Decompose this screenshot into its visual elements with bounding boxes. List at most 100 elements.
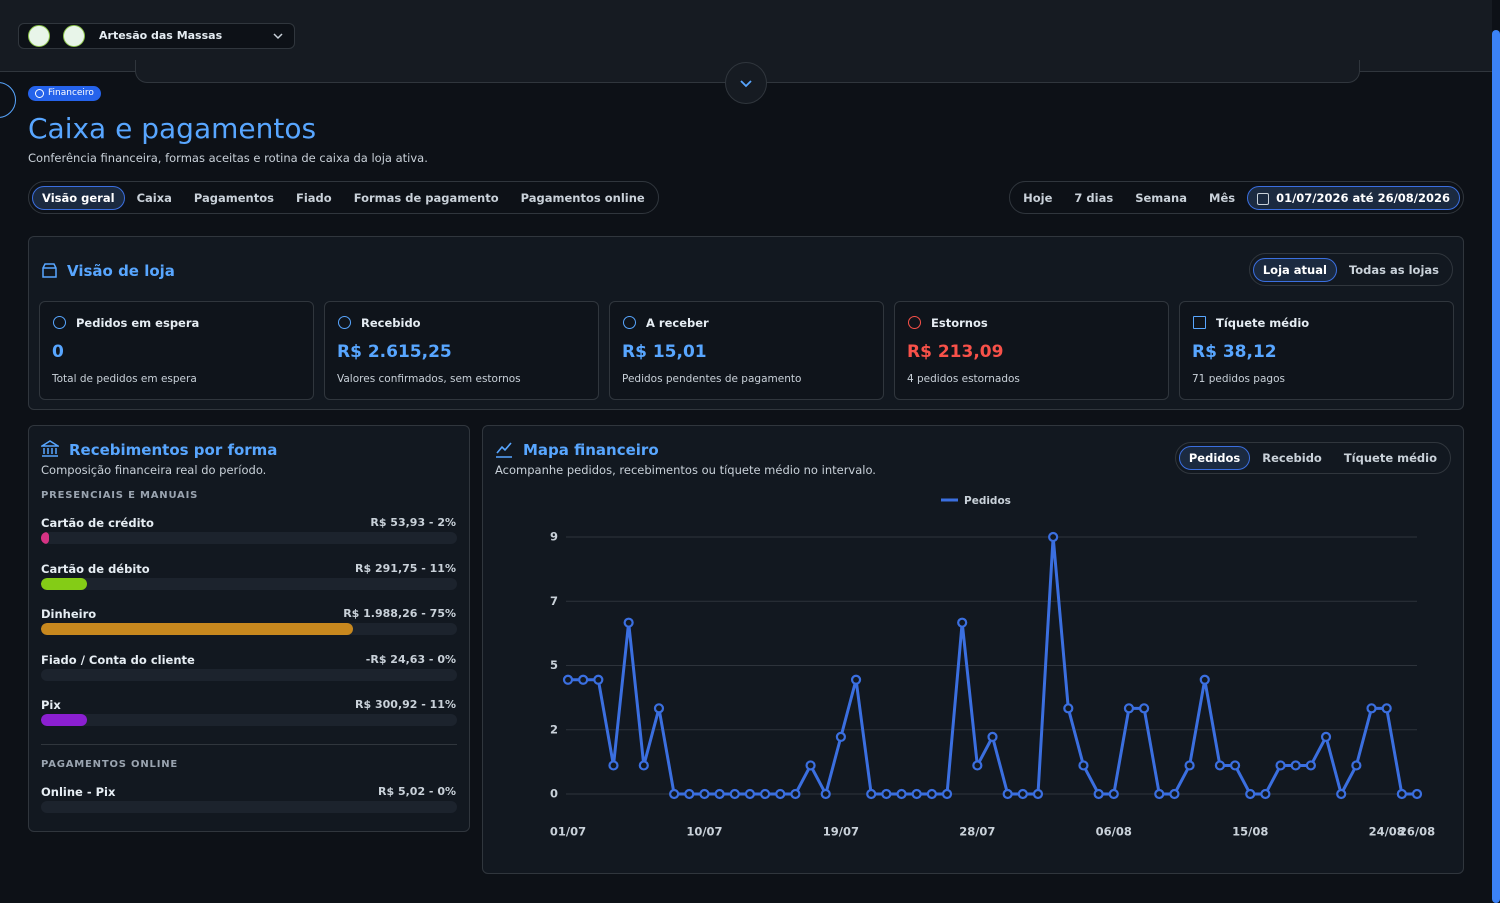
card-label: Estornos: [931, 316, 988, 330]
data-point: [669, 788, 680, 800]
method-amount: R$ 53,93 - 2%: [370, 516, 456, 529]
card-note: 71 pedidos pagos: [1192, 373, 1285, 385]
tab[interactable]: Visão geral: [32, 185, 125, 210]
card-value: R$ 213,09: [907, 342, 1004, 362]
store-icon: [28, 25, 50, 47]
status-icon: [63, 25, 85, 47]
share-bar: [41, 532, 50, 544]
metric-toggle: Pedidos Recebido Tíquete médio: [1174, 442, 1451, 474]
collapse-button[interactable]: [725, 62, 767, 104]
tab[interactable]: Hoje: [1023, 190, 1053, 205]
badge-icon: [35, 89, 44, 98]
data-point: [653, 703, 665, 714]
tab[interactable]: Fiado: [295, 190, 332, 205]
chart-panel: Mapa financeiro Acompanhe pedidos, receb…: [482, 425, 1464, 874]
share-track: [41, 623, 457, 635]
tab[interactable]: Loja atual: [1252, 257, 1337, 282]
scrollbar: [1492, 30, 1500, 903]
card-icon: [623, 316, 636, 329]
card-note: 4 pedidos estornados: [907, 373, 1020, 385]
method-name: Online - Pix: [41, 784, 116, 799]
card-note: Pedidos pendentes de pagamento: [622, 373, 802, 385]
data-point: [866, 788, 877, 800]
data-point: [835, 731, 846, 742]
tab[interactable]: Mês: [1209, 190, 1236, 205]
tab[interactable]: Pagamentos online: [520, 190, 645, 205]
card-label: Tíquete médio: [1216, 316, 1310, 330]
tab[interactable]: Recebido: [1262, 451, 1322, 465]
data-point: [1154, 788, 1165, 800]
data-point: [1078, 760, 1089, 771]
card-icon: [338, 316, 351, 329]
share-track: [41, 532, 457, 544]
data-point: [714, 788, 725, 800]
data-point: [911, 788, 922, 800]
badge-text: Financeiro: [48, 88, 94, 98]
group-heading: PRESENCIAIS E MANUAIS: [41, 490, 199, 501]
data-point: [972, 760, 983, 771]
method-name: Cartão de crédito: [41, 516, 154, 530]
badge: Financeiro: [28, 86, 101, 101]
method-amount: R$ 291,75 - 11%: [355, 561, 456, 575]
x-tick-label: 06/08: [1096, 825, 1132, 839]
tab[interactable]: Semana: [1135, 190, 1187, 205]
x-tick-label: 01/07: [550, 825, 586, 839]
tab[interactable]: Todas as lojas: [1348, 262, 1439, 277]
date-range[interactable]: 01/07/2026 até 26/08/2026: [1247, 185, 1460, 210]
card-label: Recebido: [361, 316, 421, 330]
data-point: [896, 788, 907, 800]
card-value: R$ 38,12: [1192, 342, 1277, 362]
tabs: Visão geral Caixa Pagamentos Fiado Formas de…: [28, 181, 659, 214]
tab[interactable]: Caixa: [136, 190, 172, 205]
card-note: Total de pedidos em espera: [52, 373, 197, 385]
data-point: [1063, 703, 1074, 714]
data-point: [1320, 731, 1332, 742]
method-name: Dinheiro: [41, 607, 97, 621]
x-tick-label: 15/08: [1232, 825, 1268, 839]
share-bar: [41, 577, 87, 590]
share-track: [41, 577, 457, 590]
card-label: A receber: [646, 316, 709, 330]
store-select[interactable]: Artesão das Massas: [18, 23, 295, 49]
data-point: [820, 788, 831, 800]
method-name: Cartão de débito: [41, 561, 150, 576]
stat-card: Estornos R$ 213,09 4 pedidos estornados: [894, 301, 1169, 400]
x-tick-label: 28/07: [959, 825, 995, 839]
bank-icon: [41, 440, 59, 457]
data-point: [1396, 788, 1407, 800]
sidebar-toggle[interactable]: [0, 82, 16, 118]
tab[interactable]: Formas de pagamento: [353, 190, 499, 205]
stat-card: A receber R$ 15,01 Pedidos pendentes de pa…: [609, 301, 884, 400]
y-tick-label: 0: [550, 787, 558, 801]
data-point: [850, 674, 862, 685]
tab[interactable]: Pagamentos: [193, 190, 274, 205]
tab[interactable]: 7 dias: [1074, 190, 1114, 205]
stat-card: Tíquete médio R$ 38,12 71 pedidos pagos: [1179, 301, 1454, 400]
data-point: [608, 760, 619, 771]
group-heading: PAGAMENTOS ONLINE: [41, 758, 179, 770]
chart: 0 2 5 7 9 01/07 10/07 19/07 28/07 06/08 15/08 24/08…: [550, 495, 1435, 839]
x-tick-label: 19/07: [823, 825, 859, 839]
chevron: [273, 33, 283, 40]
store-toggle: Loja atual Todas as lojas: [1248, 253, 1453, 286]
data-point: [987, 731, 998, 742]
data-point: [729, 788, 740, 800]
x-tick-label: 10/07: [686, 825, 722, 839]
tab[interactable]: Pedidos: [1178, 446, 1251, 470]
data-point: [805, 760, 816, 771]
method-name: Pix: [41, 698, 61, 712]
data-point: [1184, 760, 1195, 771]
panel-title: Recebimentos por forma: [69, 441, 278, 459]
data-point: [562, 674, 574, 685]
share-bar: [41, 714, 87, 726]
tab[interactable]: Tíquete médio: [1343, 451, 1437, 465]
data-point: [941, 788, 953, 800]
data-point: [593, 674, 604, 685]
y-tick-label: 2: [550, 722, 558, 736]
data-point: [1139, 703, 1150, 714]
data-point: [1032, 788, 1044, 800]
card-icon: [908, 316, 921, 329]
stat-card: Recebido R$ 2.615,25 Valores confirmados, …: [324, 301, 599, 400]
data-point: [759, 788, 771, 800]
data-point: [578, 674, 589, 685]
